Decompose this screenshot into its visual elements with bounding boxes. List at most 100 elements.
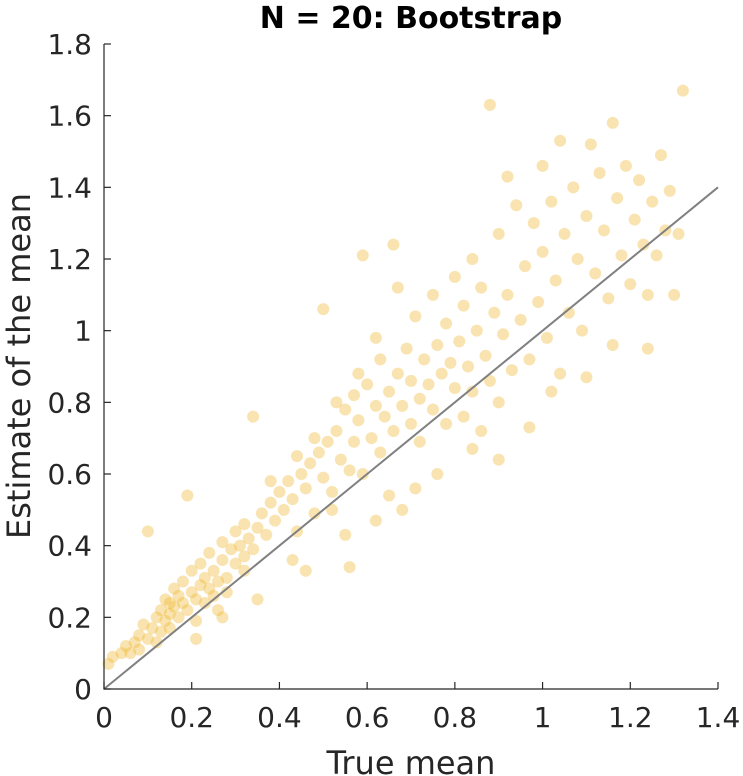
data-point [185, 564, 198, 577]
data-point [273, 485, 286, 498]
data-point [483, 98, 496, 111]
data-point [497, 328, 510, 341]
data-point [251, 521, 264, 534]
data-point [510, 199, 523, 212]
data-point [624, 278, 637, 291]
data-point [672, 227, 685, 240]
data-point [347, 435, 360, 448]
data-point [545, 195, 558, 208]
data-point [413, 435, 426, 448]
data-point [326, 485, 339, 498]
data-point [374, 353, 387, 366]
data-point [168, 582, 181, 595]
data-point [576, 324, 589, 337]
data-point [203, 546, 216, 559]
data-point [286, 554, 299, 566]
y-tick-label: 1.4 [47, 171, 92, 204]
data-point [527, 217, 540, 230]
data-point [365, 432, 378, 445]
data-point [422, 378, 435, 391]
data-point [264, 475, 277, 488]
data-point [102, 657, 115, 670]
data-point [435, 367, 448, 380]
data-point [514, 313, 527, 326]
data-point [212, 575, 225, 588]
data-point [448, 270, 461, 283]
data-point [641, 342, 654, 355]
data-point [190, 593, 203, 606]
y-axis-ticks: 0 0.2 0.4 0.6 0.8 1 1.2 1.4 1.6 1.8 [47, 28, 111, 706]
data-point [225, 543, 238, 556]
data-point [475, 281, 488, 294]
data-point [396, 399, 409, 412]
data-point [409, 310, 422, 323]
data-point [168, 600, 181, 613]
data-point [190, 614, 203, 627]
data-point [391, 281, 404, 294]
x-tick-label: 0.8 [433, 701, 478, 734]
data-point [602, 292, 615, 305]
data-point [181, 604, 194, 617]
data-point [558, 227, 571, 240]
data-point [405, 374, 417, 387]
data-point [163, 607, 176, 620]
data-point [251, 593, 264, 606]
data-point [641, 288, 654, 301]
data-point [501, 170, 514, 183]
data-point [470, 324, 483, 337]
data-point [356, 249, 369, 262]
data-point [330, 396, 343, 409]
data-point [611, 192, 624, 205]
data-point [321, 435, 334, 448]
data-point [523, 353, 536, 366]
data-point [374, 446, 387, 459]
data-point [545, 385, 558, 398]
data-point [137, 618, 150, 631]
y-tick-label: 1.8 [47, 28, 92, 61]
data-point [492, 227, 505, 240]
data-point [466, 442, 479, 455]
x-tick-label: 1 [534, 701, 552, 734]
data-point [176, 575, 189, 588]
data-point [505, 364, 518, 377]
data-point [172, 589, 185, 602]
data-point [352, 414, 365, 427]
data-point [207, 589, 220, 602]
data-point [150, 611, 163, 624]
data-point [440, 417, 453, 430]
data-point [554, 134, 567, 147]
data-point [264, 496, 277, 509]
data-point [198, 597, 211, 609]
data-point [203, 582, 216, 595]
data-point [536, 245, 549, 258]
data-point [378, 410, 391, 423]
data-point [668, 288, 681, 301]
data-point [369, 331, 382, 344]
data-point [440, 317, 453, 330]
data-point [233, 539, 246, 552]
x-tick-label: 0 [95, 701, 113, 734]
data-point [492, 396, 505, 409]
data-point [216, 611, 229, 624]
data-point [466, 385, 479, 398]
data-point [176, 597, 189, 609]
data-point [492, 453, 505, 466]
data-point [369, 399, 382, 412]
data-point [133, 629, 146, 642]
data-point [523, 421, 536, 434]
data-point [128, 636, 141, 649]
data-point [593, 167, 606, 179]
data-point [247, 543, 260, 556]
data-point [185, 586, 198, 599]
y-tick-label: 1.6 [47, 100, 92, 133]
data-point [339, 528, 352, 541]
data-point [141, 525, 154, 538]
data-point [615, 249, 628, 262]
data-point [418, 353, 431, 366]
data-point [396, 503, 409, 516]
data-point [282, 475, 295, 488]
data-point [352, 367, 365, 380]
data-point [339, 403, 352, 416]
data-point [580, 371, 593, 384]
data-point [304, 457, 317, 470]
